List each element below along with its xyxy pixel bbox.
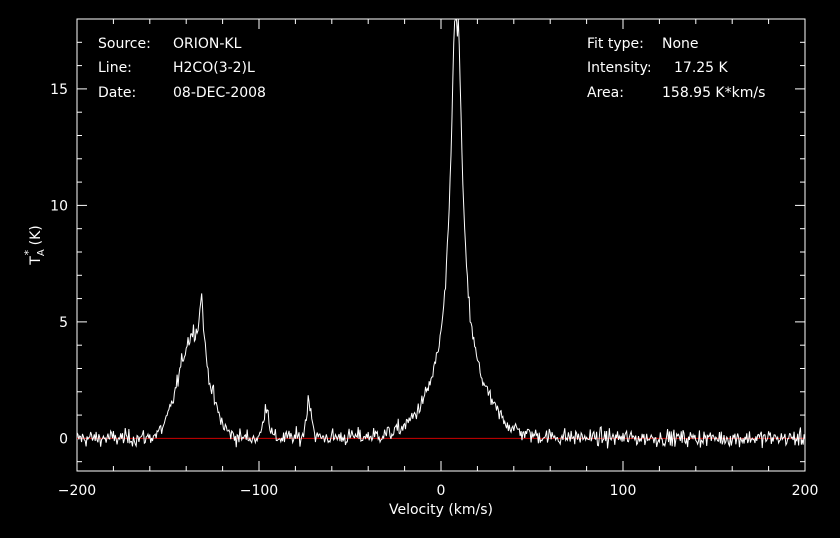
x-tick-label: −200 bbox=[58, 483, 96, 499]
axis-ticks: −200 −100 0 100 200 0 5 10 15 bbox=[50, 19, 818, 499]
y-tick-label: 5 bbox=[59, 315, 68, 331]
area-label: Area: bbox=[587, 85, 624, 101]
intensity-label: Intensity: bbox=[587, 60, 652, 76]
line-label: Line: bbox=[98, 60, 132, 76]
y-tick-label: 0 bbox=[59, 431, 68, 447]
y-axis-label: TA* (K) bbox=[22, 225, 47, 265]
fit-type-value: None bbox=[662, 36, 699, 52]
x-tick-label: 0 bbox=[437, 483, 446, 499]
spectrum-line bbox=[76, 18, 806, 449]
x-axis-label: Velocity (km/s) bbox=[389, 502, 493, 518]
y-tick-label: 10 bbox=[50, 198, 68, 214]
date-value: 08-DEC-2008 bbox=[173, 85, 266, 101]
x-tick-label: 200 bbox=[792, 483, 819, 499]
intensity-value: 17.25 K bbox=[674, 60, 728, 76]
x-tick-label: 100 bbox=[610, 483, 637, 499]
date-label: Date: bbox=[98, 85, 137, 101]
line-value: H2CO(3-2)L bbox=[173, 60, 255, 76]
source-value: ORION-KL bbox=[173, 36, 242, 52]
area-value: 158.95 K*km/s bbox=[662, 85, 766, 101]
source-label: Source: bbox=[98, 36, 151, 52]
x-tick-label: −100 bbox=[240, 483, 278, 499]
y-tick-label: 15 bbox=[50, 82, 68, 98]
fit-type-label: Fit type: bbox=[587, 36, 644, 52]
